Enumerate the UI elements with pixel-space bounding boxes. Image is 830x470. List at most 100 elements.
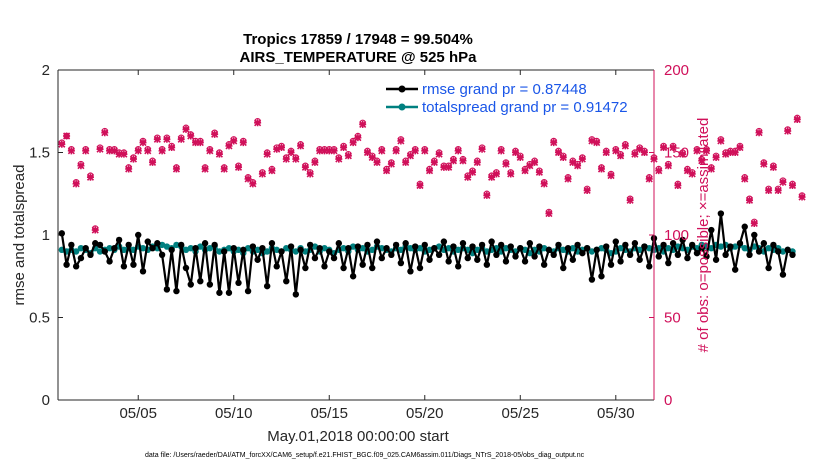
obs-assimilated-marker bbox=[702, 147, 711, 155]
obs-assimilated-marker bbox=[220, 165, 228, 173]
totalspread-point bbox=[569, 245, 577, 252]
obs-assimilated-marker bbox=[640, 148, 649, 157]
obs-assimilated-marker bbox=[731, 148, 739, 157]
rmse-point bbox=[564, 245, 572, 252]
rmse-point bbox=[230, 245, 237, 252]
obs-assimilated-marker bbox=[411, 147, 419, 155]
rmse-point bbox=[125, 241, 132, 249]
obs-assimilated-marker bbox=[793, 115, 801, 124]
rmse-point bbox=[206, 281, 214, 288]
rmse-point bbox=[77, 254, 85, 262]
rmse-point bbox=[345, 245, 352, 252]
obs-assimilated-marker bbox=[406, 152, 415, 160]
rmse-point bbox=[316, 245, 323, 252]
obs-assimilated-marker bbox=[454, 147, 462, 155]
obs-assimilated-marker bbox=[726, 148, 734, 157]
rmse-point bbox=[287, 243, 295, 250]
obs-assimilated-marker bbox=[72, 180, 80, 188]
rmse-point bbox=[665, 259, 672, 267]
obs-assimilated-marker bbox=[416, 181, 424, 190]
rmse-point bbox=[311, 254, 319, 262]
totalspread-point bbox=[187, 245, 194, 252]
rmse-point bbox=[340, 264, 347, 272]
obs-assimilated-marker bbox=[550, 139, 558, 147]
obs-assimilated-marker bbox=[612, 147, 620, 155]
rmse-point bbox=[197, 278, 204, 285]
obs-assimilated-marker bbox=[526, 162, 534, 170]
obs-assimilated-marker bbox=[535, 168, 543, 176]
rmse-point bbox=[302, 264, 309, 272]
y-right-tick-label: 100 bbox=[664, 227, 689, 244]
obs-assimilated-marker bbox=[788, 181, 797, 190]
obs-assimilated-marker bbox=[282, 155, 290, 163]
rmse-point bbox=[163, 286, 171, 293]
rmse-point bbox=[292, 291, 300, 298]
obs-assimilated-marker bbox=[187, 132, 195, 140]
obs-assimilated-marker bbox=[674, 181, 682, 190]
rmse-point bbox=[402, 240, 409, 247]
obs-assimilated-marker bbox=[435, 150, 443, 158]
obs-assimilated-marker bbox=[779, 178, 787, 186]
rmse-point bbox=[684, 254, 691, 262]
obs-assimilated-marker bbox=[297, 142, 305, 150]
obs-assimilated-marker bbox=[96, 145, 104, 153]
y-right-tick-label: 0 bbox=[664, 392, 672, 409]
rmse-point bbox=[397, 259, 405, 267]
obs-assimilated-marker bbox=[129, 155, 138, 163]
rmse-point bbox=[770, 241, 777, 249]
obs-assimilated-marker bbox=[578, 155, 586, 163]
rmse-point bbox=[431, 245, 438, 252]
rmse-point bbox=[416, 264, 424, 272]
rmse-point bbox=[789, 251, 796, 258]
rmse-point bbox=[201, 240, 209, 247]
obs-assimilated-marker bbox=[736, 143, 744, 152]
obs-assimilated-marker bbox=[693, 147, 701, 155]
obs-assimilated-marker bbox=[545, 209, 553, 218]
obs-assimilated-marker bbox=[378, 147, 386, 155]
obs-assimilated-marker bbox=[425, 167, 434, 175]
obs-assimilated-marker bbox=[211, 130, 219, 138]
obs-assimilated-marker bbox=[134, 147, 142, 155]
rmse-point bbox=[445, 258, 452, 265]
rmse-point bbox=[101, 248, 109, 255]
rmse-point bbox=[540, 261, 548, 268]
rmse-point bbox=[698, 245, 705, 252]
obs-assimilated-marker bbox=[125, 165, 133, 173]
legend: rmse grand pr = 0.87448 totalspread gran… bbox=[386, 81, 628, 116]
obs-assimilated-marker bbox=[311, 158, 319, 166]
rmse-point bbox=[187, 281, 194, 288]
obs-assimilated-marker bbox=[354, 134, 362, 142]
obs-assimilated-marker bbox=[669, 143, 677, 152]
x-tick-label: 05/30 bbox=[597, 405, 635, 422]
obs-assimilated-marker bbox=[449, 157, 457, 165]
obs-assimilated-marker bbox=[277, 143, 286, 152]
rmse-point bbox=[240, 246, 247, 254]
totalspread-point bbox=[340, 245, 347, 252]
rmse-point bbox=[254, 256, 261, 263]
rmse-point bbox=[96, 241, 104, 249]
obs-assimilated-marker bbox=[254, 119, 262, 127]
obs-assimilated-marker bbox=[77, 162, 85, 170]
obs-assimilated-marker bbox=[263, 150, 271, 158]
rmse-point bbox=[244, 287, 252, 295]
obs-assimilated-marker bbox=[597, 165, 606, 173]
obs-assimilated-marker bbox=[765, 186, 773, 195]
rmse-point bbox=[87, 251, 94, 258]
obs-assimilated-marker bbox=[502, 160, 510, 168]
obs-assimilated-marker bbox=[287, 148, 295, 157]
obs-assimilated-marker bbox=[316, 147, 324, 155]
rmse-point bbox=[182, 264, 190, 272]
rmse-point bbox=[526, 240, 534, 247]
rmse-point bbox=[306, 241, 314, 249]
rmse-point bbox=[149, 245, 156, 252]
legend-marker-rmse bbox=[398, 85, 406, 93]
rmse-point bbox=[583, 245, 591, 252]
rmse-point bbox=[478, 241, 486, 249]
rmse-point bbox=[378, 254, 385, 262]
rmse-point bbox=[703, 253, 710, 260]
rmse-line bbox=[60, 212, 794, 296]
rmse-point bbox=[679, 236, 686, 244]
totalspread-point bbox=[369, 246, 376, 254]
obs-assimilated-marker bbox=[67, 147, 75, 155]
obs-assimilated-marker bbox=[755, 129, 763, 137]
